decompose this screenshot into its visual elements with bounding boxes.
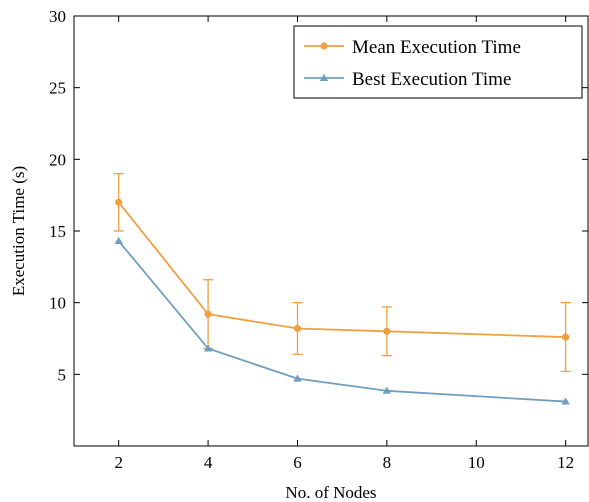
x-tick-label: 2 xyxy=(114,453,123,472)
axis-ticks xyxy=(74,15,588,446)
y-tick-label: 15 xyxy=(49,222,66,241)
data-point-triangle xyxy=(561,397,570,405)
y-axis-title: Execution Time (s) xyxy=(9,166,28,296)
axis-tick-labels: 2 4 6 8 10 12 5 10 15 20 25 30 xyxy=(49,7,574,472)
y-tick-label: 25 xyxy=(49,79,66,98)
data-point-triangle xyxy=(203,344,213,352)
series-line-2 xyxy=(118,240,566,403)
legend-box xyxy=(293,25,583,99)
data-point-circle xyxy=(562,333,570,341)
x-tick-label: 8 xyxy=(383,453,392,472)
legend-swatch-marker xyxy=(320,42,328,50)
y-tick-label: 5 xyxy=(58,365,67,384)
data-point-circle xyxy=(115,198,123,206)
x-tick-label: 4 xyxy=(204,453,213,472)
data-point-triangle xyxy=(382,386,392,394)
x-tick-label: 12 xyxy=(557,453,574,472)
legend-swatch-marker xyxy=(319,73,329,81)
y-tick-label: 30 xyxy=(49,7,66,26)
series-line-1 xyxy=(117,201,566,338)
data-point-circle xyxy=(383,327,391,335)
x-tick-label: 10 xyxy=(468,453,485,472)
y-tick-label: 20 xyxy=(49,150,66,169)
y-tick-label: 10 xyxy=(49,294,66,313)
x-tick-label: 6 xyxy=(293,453,302,472)
series-lines xyxy=(117,201,566,403)
legend: Mean Execution Time Best Execution Time xyxy=(293,25,583,99)
data-point-circle xyxy=(204,310,212,318)
data-point-triangle xyxy=(293,374,302,382)
data-point-circle xyxy=(293,324,302,333)
legend-label: Mean Execution Time xyxy=(352,37,521,58)
series-markers xyxy=(114,198,570,405)
data-point-triangle xyxy=(114,236,123,244)
error-bars xyxy=(113,173,571,373)
x-axis-title: No. of Nodes xyxy=(285,483,376,502)
legend-label: Best Execution Time xyxy=(352,69,511,90)
